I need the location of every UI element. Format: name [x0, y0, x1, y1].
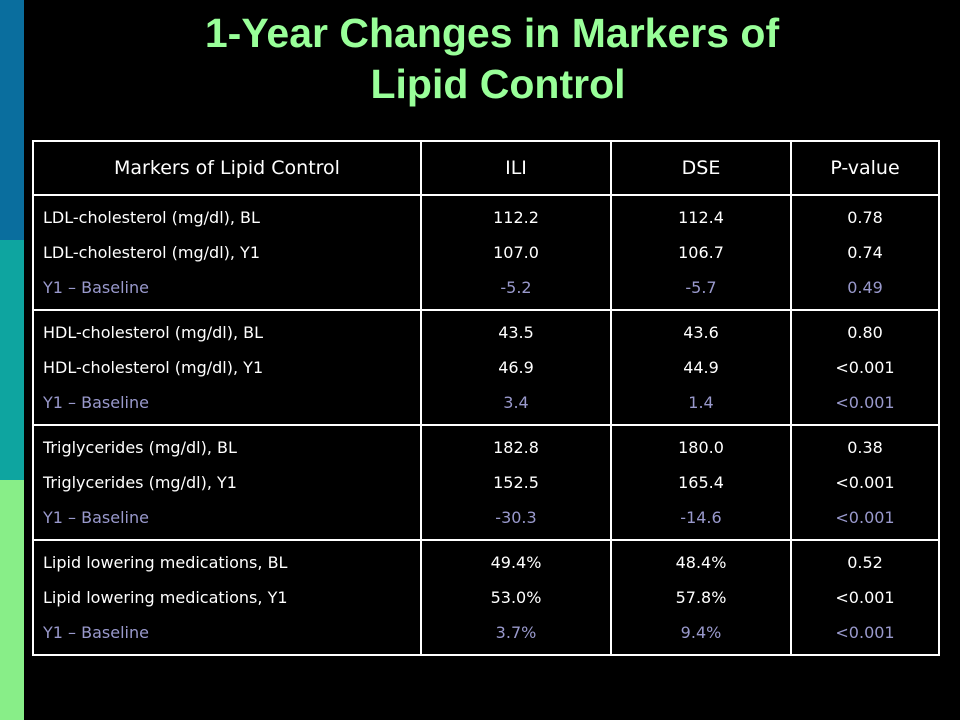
lipid-medications-p-cell: 0.52 <0.001 <0.001 — [790, 539, 940, 656]
marker-label: Y1 – Baseline — [43, 278, 149, 297]
marker-label: Lipid lowering medications, BL — [43, 553, 288, 572]
triglycerides-p-cell: 0.38 <0.001 <0.001 — [790, 424, 940, 541]
marker-label: Triglycerides (mg/dl), BL — [43, 438, 237, 457]
p-value: <0.001 — [835, 393, 895, 412]
p-value: <0.001 — [835, 588, 895, 607]
dse-value: 165.4 — [678, 473, 724, 492]
table-row: Triglycerides (mg/dl), BL Triglycerides (… — [32, 424, 940, 541]
ili-value: 112.2 — [493, 208, 539, 227]
hdl-p-cell: 0.80 <0.001 <0.001 — [790, 309, 940, 426]
p-value: 0.78 — [847, 208, 883, 227]
ldl-p-cell: 0.78 0.74 0.49 — [790, 194, 940, 311]
table-header-row: Markers of Lipid Control ILI DSE P-value — [32, 140, 940, 196]
p-value: 0.80 — [847, 323, 883, 342]
slide-title-line-1: 1-Year Changes in Markers of — [204, 10, 780, 56]
dse-value: 43.6 — [683, 323, 719, 342]
dse-value: 57.8% — [675, 588, 727, 607]
marker-label: Y1 – Baseline — [43, 508, 149, 527]
dse-value: 9.4% — [680, 623, 722, 642]
ldl-ili-cell: 112.2 107.0 -5.2 — [420, 194, 612, 311]
ldl-dse-cell: 112.4 106.7 -5.7 — [610, 194, 792, 311]
slide-title: 1-Year Changes in Markers of Lipid Contr… — [24, 8, 960, 110]
ili-value: 43.5 — [498, 323, 534, 342]
lipid-medications-ili-cell: 49.4% 53.0% 3.7% — [420, 539, 612, 656]
triglycerides-dse-cell: 180.0 165.4 -14.6 — [610, 424, 792, 541]
p-value: <0.001 — [835, 473, 895, 492]
ili-value: 46.9 — [498, 358, 534, 377]
marker-label: LDL-cholesterol (mg/dl), Y1 — [43, 243, 260, 262]
ili-value: 49.4% — [490, 553, 542, 572]
side-bar-segment-bottom — [0, 480, 24, 720]
dse-value: 1.4 — [688, 393, 714, 412]
ldl-marker-cell: LDL-cholesterol (mg/dl), BL LDL-cholester… — [32, 194, 422, 311]
lipid-medications-dse-cell: 48.4% 57.8% 9.4% — [610, 539, 792, 656]
ili-value: 53.0% — [490, 588, 542, 607]
ili-value: -30.3 — [495, 508, 537, 527]
ili-value: -5.2 — [500, 278, 532, 297]
dse-value: 180.0 — [678, 438, 724, 457]
header-markers: Markers of Lipid Control — [32, 140, 422, 196]
dse-value: 48.4% — [675, 553, 727, 572]
ili-value: 182.8 — [493, 438, 539, 457]
marker-label: HDL-cholesterol (mg/dl), BL — [43, 323, 264, 342]
table-row: LDL-cholesterol (mg/dl), BL LDL-cholester… — [32, 194, 940, 311]
ili-value: 152.5 — [493, 473, 539, 492]
side-bar-segment-middle — [0, 240, 24, 480]
p-value: <0.001 — [835, 508, 895, 527]
hdl-dse-cell: 43.6 44.9 1.4 — [610, 309, 792, 426]
lipid-medications-marker-cell: Lipid lowering medications, BL Lipid lowe… — [32, 539, 422, 656]
marker-label: LDL-cholesterol (mg/dl), BL — [43, 208, 260, 227]
header-ili: ILI — [420, 140, 612, 196]
table-row: Lipid lowering medications, BL Lipid lowe… — [32, 539, 940, 656]
dse-value: 112.4 — [678, 208, 724, 227]
hdl-marker-cell: HDL-cholesterol (mg/dl), BL HDL-cholester… — [32, 309, 422, 426]
side-bar-segment-top — [0, 0, 24, 240]
p-value: 0.52 — [847, 553, 883, 572]
ili-value: 3.4 — [503, 393, 529, 412]
dse-value: -5.7 — [685, 278, 717, 297]
triglycerides-ili-cell: 182.8 152.5 -30.3 — [420, 424, 612, 541]
marker-label: Y1 – Baseline — [43, 623, 149, 642]
side-accent-bar — [0, 0, 24, 720]
marker-label: HDL-cholesterol (mg/dl), Y1 — [43, 358, 264, 377]
dse-value: -14.6 — [680, 508, 722, 527]
table-row: HDL-cholesterol (mg/dl), BL HDL-cholester… — [32, 309, 940, 426]
marker-label: Y1 – Baseline — [43, 393, 149, 412]
dse-value: 106.7 — [678, 243, 724, 262]
p-value: <0.001 — [835, 358, 895, 377]
p-value: <0.001 — [835, 623, 895, 642]
header-p-value: P-value — [790, 140, 940, 196]
p-value: 0.38 — [847, 438, 883, 457]
p-value: 0.49 — [847, 278, 883, 297]
dse-value: 44.9 — [683, 358, 719, 377]
marker-label: Triglycerides (mg/dl), Y1 — [43, 473, 237, 492]
ili-value: 107.0 — [493, 243, 539, 262]
ili-value: 3.7% — [495, 623, 537, 642]
lipid-markers-table: Markers of Lipid Control ILI DSE P-value… — [32, 140, 940, 656]
p-value: 0.74 — [847, 243, 883, 262]
marker-label: Lipid lowering medications, Y1 — [43, 588, 288, 607]
hdl-ili-cell: 43.5 46.9 3.4 — [420, 309, 612, 426]
header-dse: DSE — [610, 140, 792, 196]
slide-title-line-2: Lipid Control — [370, 61, 626, 107]
triglycerides-marker-cell: Triglycerides (mg/dl), BL Triglycerides (… — [32, 424, 422, 541]
